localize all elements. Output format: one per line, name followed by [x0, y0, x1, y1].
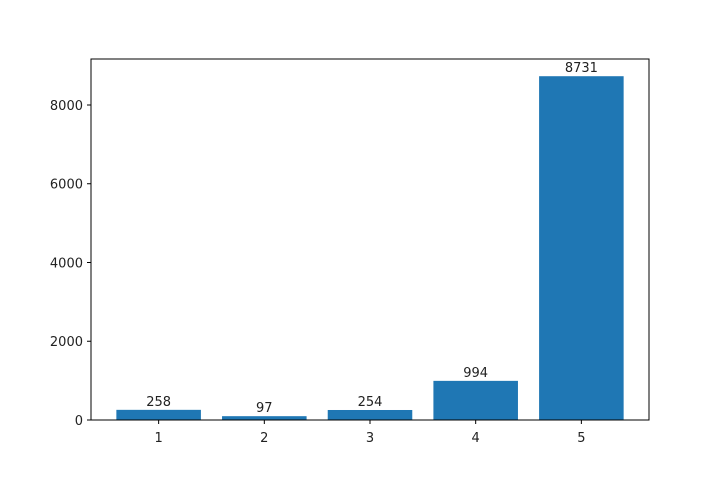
x-tick-label: 2 [260, 431, 268, 446]
y-tick-label: 2000 [50, 335, 83, 350]
y-tick-label: 4000 [50, 256, 83, 271]
x-tick-label: 3 [366, 431, 374, 446]
data-label: 8731 [565, 61, 598, 76]
data-label: 994 [463, 366, 488, 381]
data-label: 258 [146, 395, 171, 410]
bar [327, 409, 413, 420]
x-tick-label: 4 [472, 431, 480, 446]
data-label: 254 [358, 395, 383, 410]
bar [539, 76, 624, 421]
y-tick-label: 6000 [50, 178, 83, 193]
bar [222, 416, 307, 420]
x-tick-label: 1 [154, 431, 162, 446]
bar [116, 409, 201, 420]
y-tick-label: 0 [75, 414, 83, 429]
plot-frame [90, 58, 650, 421]
data-label: 97 [256, 401, 273, 416]
bar [433, 380, 518, 420]
y-tick-label: 8000 [50, 99, 83, 114]
x-tick-label: 5 [577, 431, 585, 446]
